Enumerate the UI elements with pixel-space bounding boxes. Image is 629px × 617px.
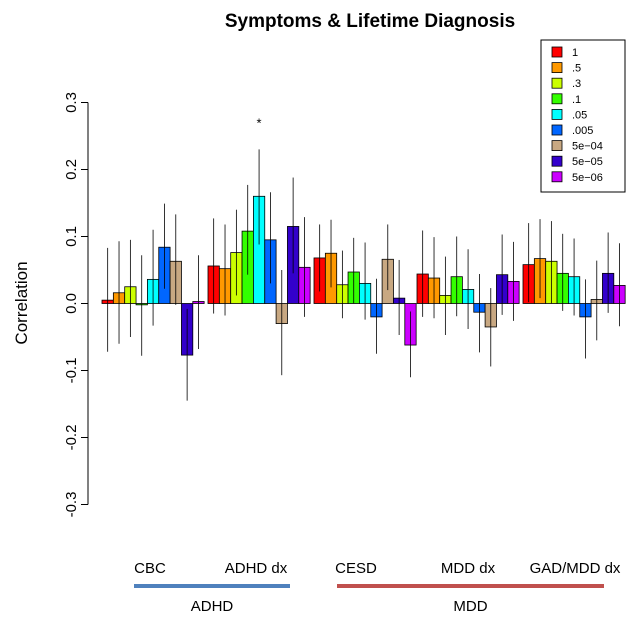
annotation-group: * xyxy=(257,115,262,130)
legend-label: .3 xyxy=(572,78,581,90)
legend-label: 5e−04 xyxy=(572,141,603,153)
legend-label: .1 xyxy=(572,94,581,106)
category-label: ADHD dx xyxy=(225,560,288,577)
legend-swatch xyxy=(551,77,563,89)
category-label: GAD/MDD dx xyxy=(530,560,621,577)
legend-swatch xyxy=(551,62,563,73)
y-axis-label: Correlation xyxy=(12,261,31,344)
legend-label: 1 xyxy=(572,47,578,59)
y-tick-label: 0.2 xyxy=(63,159,80,180)
y-tick-label: 0.1 xyxy=(63,226,80,247)
legend-swatch xyxy=(551,171,563,183)
category-labels: CBC ADHD dx CESD MDD dx GAD/MDD dx xyxy=(134,560,621,577)
chart-title: Symptoms & Lifetime Diagnosis xyxy=(225,11,515,32)
y-tick-label: 0.0 xyxy=(63,293,80,314)
legend-label: 5e−06 xyxy=(572,172,603,184)
bar-series-group xyxy=(101,195,626,356)
legend-label: 5e−05 xyxy=(572,156,603,168)
category-label: CBC xyxy=(134,560,166,577)
category-label: MDD dx xyxy=(441,560,496,577)
significance-marker: * xyxy=(257,115,262,130)
group-label: ADHD xyxy=(191,598,234,615)
error-bar-group xyxy=(107,149,620,401)
y-axis: -0.3 -0.2 -0.1 0.0 0.1 0.2 0.3 xyxy=(63,92,89,518)
legend: 1 .5 .3 .1 .05 .005 5e−04 5e−05 5e−06 xyxy=(540,39,626,193)
legend-swatch xyxy=(551,140,563,152)
legend-swatch xyxy=(551,46,563,58)
group-brackets: ADHD MDD xyxy=(134,584,604,615)
legend-label: .005 xyxy=(572,125,593,137)
group-label: MDD xyxy=(453,598,487,615)
y-tick-label: 0.3 xyxy=(63,92,80,113)
legend-swatch xyxy=(551,93,563,105)
y-tick-label: -0.1 xyxy=(63,358,80,384)
y-tick-label: -0.2 xyxy=(63,425,80,451)
legend-label: .05 xyxy=(572,109,587,121)
legend-swatch xyxy=(551,124,563,136)
y-tick-label: -0.3 xyxy=(63,492,80,518)
category-label: CESD xyxy=(335,560,377,577)
legend-swatch xyxy=(551,155,563,167)
legend-swatch xyxy=(551,109,563,120)
legend-label: .5 xyxy=(572,63,581,75)
